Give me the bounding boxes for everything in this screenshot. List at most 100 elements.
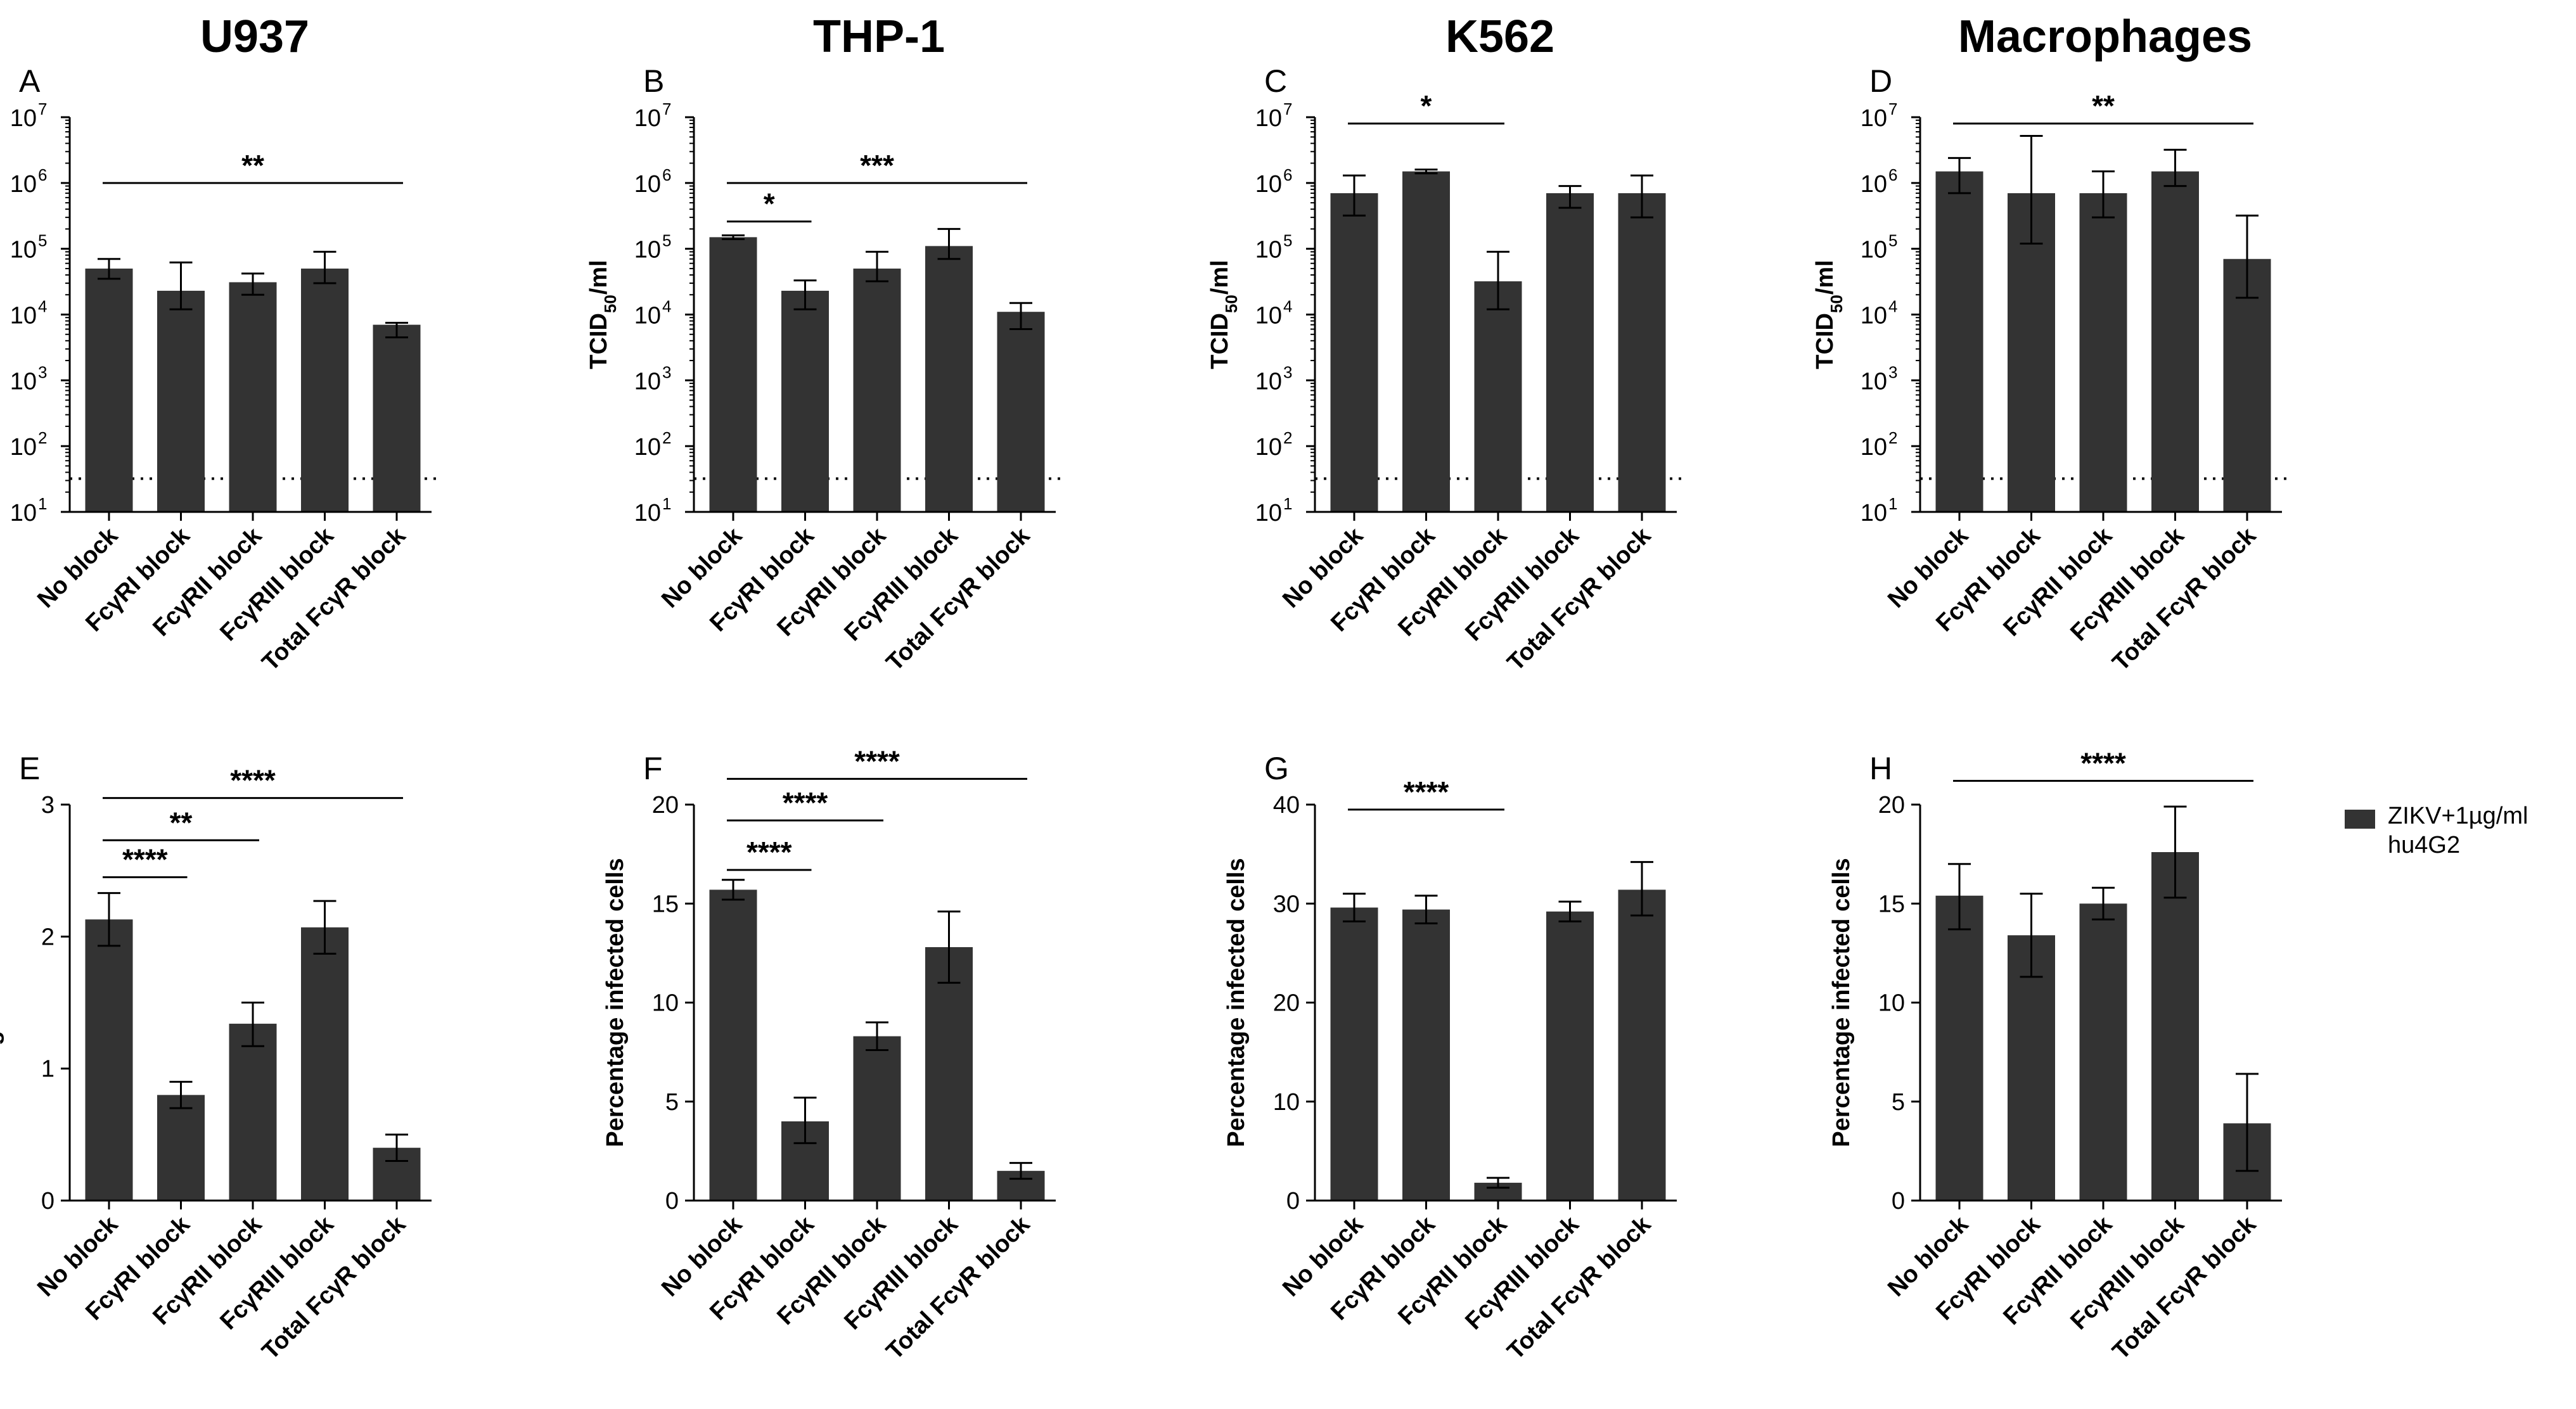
bar xyxy=(1474,281,1522,512)
y-tick-label: 10 xyxy=(634,500,661,526)
panel-letter: G xyxy=(1264,751,1289,786)
y-tick-label: 10 xyxy=(1255,171,1282,198)
y-tick-label: 10 xyxy=(1255,368,1282,395)
bar xyxy=(85,268,133,512)
y-tick-label: 10 xyxy=(10,171,37,198)
significance-label: ** xyxy=(170,806,193,839)
y-tick-label: 10 xyxy=(1861,105,1887,132)
y-tick-exponent: 1 xyxy=(38,494,47,513)
significance-label: **** xyxy=(747,836,792,869)
y-tick-exponent: 4 xyxy=(662,297,671,316)
y-tick-label: 10 xyxy=(1861,434,1887,461)
y-axis-label: TCID50/ml xyxy=(586,260,620,369)
bar xyxy=(781,290,829,512)
y-tick-label: 10 xyxy=(10,237,37,264)
y-tick-label: 0 xyxy=(41,1188,54,1215)
significance-label: **** xyxy=(1404,775,1449,808)
bar xyxy=(1330,907,1378,1201)
panel-letter: D xyxy=(1869,63,1892,99)
y-tick-label: 10 xyxy=(1255,237,1282,264)
panel-letter: F xyxy=(643,751,663,786)
bar xyxy=(2008,193,2055,512)
bar xyxy=(229,1023,277,1201)
y-tick-exponent: 6 xyxy=(662,165,671,184)
y-tick-label: 10 xyxy=(634,303,661,329)
panel-letter: H xyxy=(1869,751,1892,786)
panel-letter: C xyxy=(1264,63,1287,99)
y-tick-label: 10 xyxy=(1878,990,1905,1017)
y-tick-exponent: 6 xyxy=(38,165,47,184)
bar xyxy=(301,927,349,1201)
y-axis-label: Percentage infected cells xyxy=(602,858,629,1147)
y-tick-label: 10 xyxy=(10,500,37,526)
bar xyxy=(2223,258,2271,512)
y-tick-exponent: 5 xyxy=(1283,231,1292,250)
y-tick-exponent: 3 xyxy=(1283,362,1292,381)
y-tick-exponent: 1 xyxy=(1888,494,1897,513)
y-tick-exponent: 5 xyxy=(1888,231,1897,250)
bar xyxy=(2008,935,2055,1201)
y-tick-label: 15 xyxy=(1878,891,1905,917)
significance-label: **** xyxy=(122,843,168,876)
y-tick-label: 10 xyxy=(1861,368,1887,395)
y-tick-label: 10 xyxy=(1255,500,1282,526)
panel-title: Macrophages xyxy=(1958,11,2252,62)
y-tick-label: 10 xyxy=(1273,1089,1300,1116)
y-tick-label: 2 xyxy=(41,924,54,950)
y-tick-label: 3 xyxy=(41,792,54,819)
y-tick-label: 10 xyxy=(634,171,661,198)
y-tick-label: 10 xyxy=(634,237,661,264)
y-tick-label: 10 xyxy=(1255,105,1282,132)
y-tick-label: 10 xyxy=(1861,303,1887,329)
bar xyxy=(85,919,133,1201)
panel-title: U937 xyxy=(200,11,309,62)
y-tick-exponent: 7 xyxy=(38,99,47,118)
legend-swatch xyxy=(2345,810,2375,829)
bar xyxy=(709,237,757,512)
y-tick-label: 10 xyxy=(10,105,37,132)
bar xyxy=(229,282,277,512)
y-tick-label: 40 xyxy=(1273,792,1300,819)
y-axis-label: Percentage infected cells xyxy=(1828,858,1855,1147)
panel-letter: A xyxy=(19,63,41,99)
y-tick-exponent: 7 xyxy=(662,99,671,118)
y-tick-exponent: 1 xyxy=(1283,494,1292,513)
y-tick-label: 10 xyxy=(1255,434,1282,461)
y-tick-label: 10 xyxy=(10,434,37,461)
y-tick-label: 10 xyxy=(10,303,37,329)
significance-label: **** xyxy=(854,744,900,777)
significance-label: *** xyxy=(860,149,894,182)
bar xyxy=(1402,909,1450,1201)
y-tick-exponent: 6 xyxy=(1888,165,1897,184)
bar xyxy=(853,1036,901,1201)
y-tick-exponent: 3 xyxy=(38,362,47,381)
y-axis-label: Percentage infected cells xyxy=(1223,858,1250,1147)
y-tick-exponent: 5 xyxy=(662,231,671,250)
y-tick-label: 10 xyxy=(634,368,661,395)
y-axis-label: TCID50/ml xyxy=(1812,260,1846,369)
bar xyxy=(2079,903,2127,1201)
y-tick-label: 10 xyxy=(1255,303,1282,329)
y-tick-label: 30 xyxy=(1273,891,1300,917)
bar xyxy=(1935,895,1983,1201)
bar xyxy=(1330,193,1378,512)
panel-title: THP-1 xyxy=(813,11,945,62)
bar xyxy=(2151,171,2199,512)
y-tick-exponent: 4 xyxy=(38,297,47,316)
significance-label: ** xyxy=(2092,89,2115,122)
y-tick-label: 10 xyxy=(1861,237,1887,264)
y-tick-exponent: 7 xyxy=(1283,99,1292,118)
bar xyxy=(853,268,901,512)
y-tick-label: 10 xyxy=(652,990,679,1017)
y-tick-label: 20 xyxy=(652,792,679,819)
significance-label: * xyxy=(1421,89,1432,122)
y-tick-label: 20 xyxy=(1273,990,1300,1017)
y-tick-exponent: 2 xyxy=(1283,428,1292,447)
bar xyxy=(2079,193,2127,512)
y-tick-label: 0 xyxy=(665,1188,679,1215)
